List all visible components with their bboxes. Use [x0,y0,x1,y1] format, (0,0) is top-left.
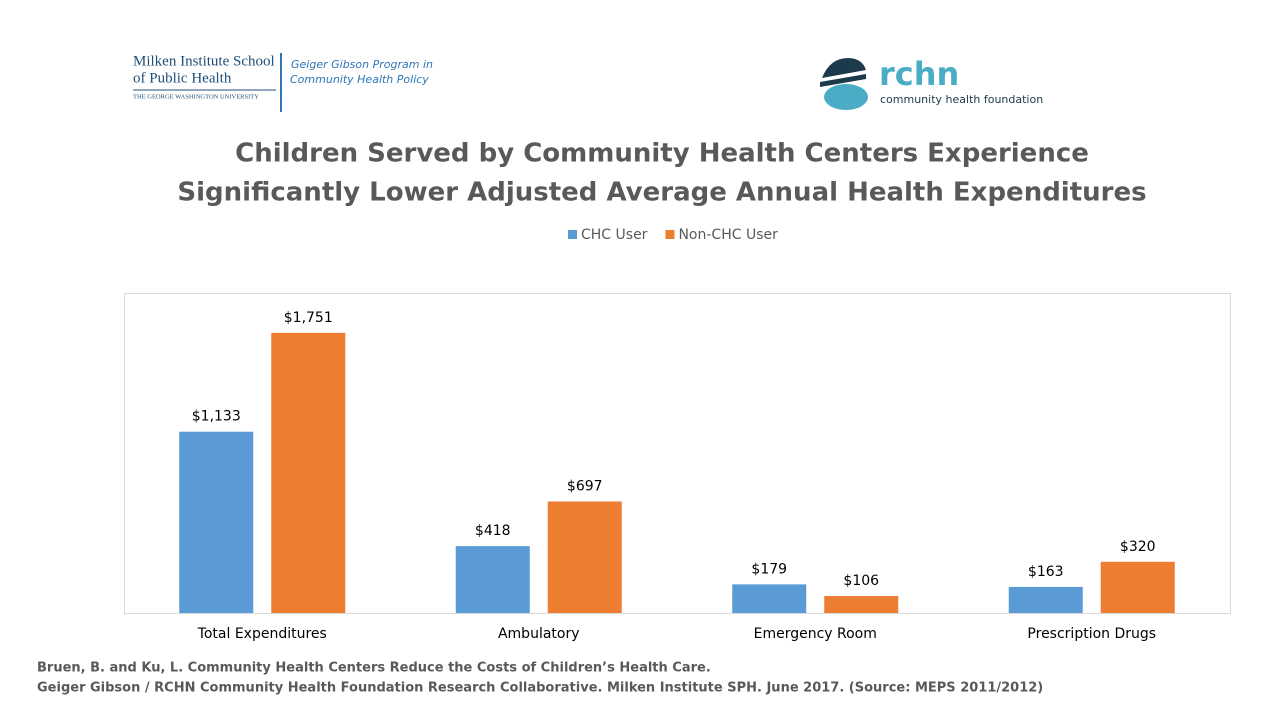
legend-label: Non-CHC User [678,227,778,243]
bar [547,501,622,613]
logo-text: rchn [879,55,959,93]
x-tick-label: Ambulatory [498,626,580,642]
plot-frame [124,293,1231,614]
bar [732,584,807,613]
logo-text: Milken Institute School [133,53,275,69]
chart-title: Significantly Lower Adjusted Average Ann… [177,178,1146,208]
logo-shape [824,84,868,110]
data-label: $106 [843,573,879,589]
data-label: $163 [1028,564,1064,580]
right-logo: rchn community health foundation [820,55,1043,110]
chart-title: Children Served by Community Health Cent… [235,139,1089,169]
data-label: $1,751 [284,310,333,326]
bar [179,431,254,613]
legend-swatch [568,230,577,239]
logo-text: community health foundation [880,93,1043,106]
bar [271,332,346,613]
legend-swatch [665,230,675,239]
logo-text: THE GEORGE WASHINGTON UNIVERSITY [133,93,259,100]
logo-shape [820,74,866,87]
footnote: Bruen, B. and Ku, L. Community Health Ce… [37,661,711,676]
bar [455,546,530,613]
logo-text: of Public Health [133,70,232,86]
data-label: $418 [475,523,511,539]
data-label: $320 [1120,539,1156,555]
footnote: Geiger Gibson / RCHN Community Health Fo… [37,681,1043,696]
data-label: $179 [751,561,787,577]
logo-text: Community Health Policy [290,73,429,86]
left-logo: Milken Institute School of Public Health… [133,53,433,112]
data-label: $697 [567,478,603,494]
logo-text: Geiger Gibson Program in [291,58,433,71]
bar [824,596,899,613]
bar [1100,561,1175,613]
legend-label: CHC User [581,227,648,243]
x-tick-label: Emergency Room [754,626,877,642]
x-tick-label: Total Expenditures [197,626,327,642]
x-tick-label: Prescription Drugs [1027,626,1156,642]
logo-shape [822,58,866,78]
data-label: $1,133 [192,409,241,425]
bar [1008,586,1083,613]
